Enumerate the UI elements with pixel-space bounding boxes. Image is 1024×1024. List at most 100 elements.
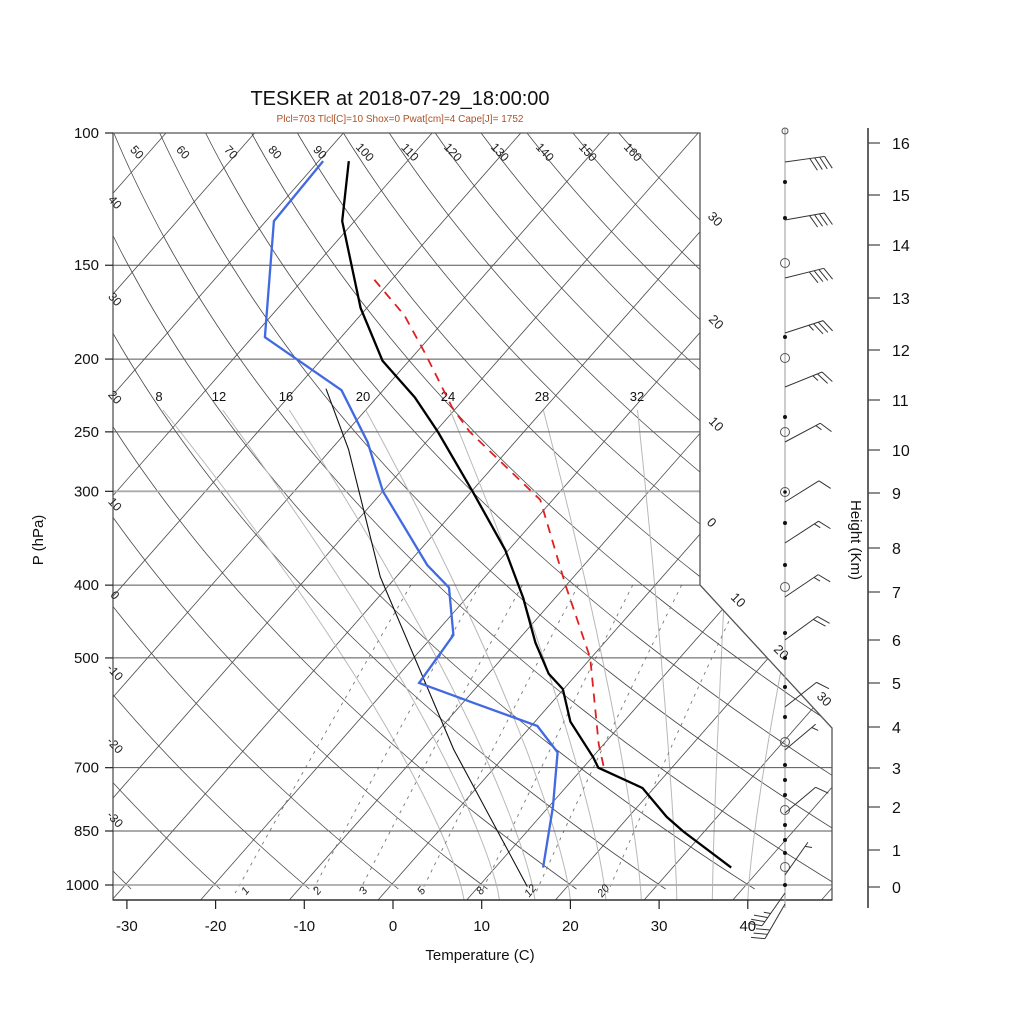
parcel-curve	[370, 275, 605, 766]
height-tick-label: 10	[892, 443, 910, 460]
height-tick-label: 11	[892, 393, 909, 410]
temperature-tick-label: -30	[116, 918, 138, 935]
level-dot	[783, 851, 787, 855]
isotherm-right-label: 0	[704, 515, 720, 531]
level-dot	[783, 521, 787, 525]
level-dot	[783, 656, 787, 660]
dry-adiabat-left-label: 30	[105, 290, 125, 310]
level-dot	[783, 715, 787, 719]
dry-adiabat-top-label: 120	[441, 140, 465, 164]
grid-labels: 50 60 70 80 90 100 110 120 130 140 150 160403020100…	[104, 140, 835, 900]
wind-barb	[784, 841, 813, 876]
dry-adiabat-top-label: 70	[221, 143, 241, 163]
level-circle	[781, 127, 789, 135]
temperature-axis: -30 -20 -10 0 10 20 30 40 Temperature (C)	[113, 899, 832, 964]
height-tick-label: 6	[892, 633, 901, 650]
wind-barb	[784, 616, 830, 641]
moist-adiabat-label: 8	[155, 389, 162, 404]
wind-barb	[784, 320, 833, 335]
height-axis-title: Height (Km)	[847, 500, 864, 580]
isotherm-right-label: 20	[706, 312, 727, 333]
pressure-tick-label: 200	[74, 351, 99, 368]
pressure-axis: 100 150 200 250 300 400 500 700 850 1000 P (hPa)	[30, 125, 113, 894]
level-dot	[783, 563, 787, 567]
moist-adiabat-lines	[162, 409, 832, 900]
temperature-tick-label: 30	[651, 918, 668, 935]
level-dot	[783, 180, 787, 184]
height-tick-label: 4	[892, 720, 901, 737]
level-circle	[780, 805, 790, 815]
dry-adiabat-left-label: -20	[104, 734, 126, 756]
pressure-tick-label: 300	[74, 483, 99, 500]
pressure-tick-label: 150	[74, 257, 99, 274]
height-tick-label: 7	[892, 585, 901, 602]
temperature-curve	[341, 160, 732, 869]
dry-adiabat-left-label: 0	[108, 588, 123, 603]
isobar-lines	[113, 264, 832, 886]
sounding-indices-subtitle: Plcl=703 Tlcl[C]=10 Shox=0 Pwat[cm]=4 Ca…	[276, 114, 524, 125]
temperature-axis-title: Temperature (C)	[425, 947, 534, 964]
pressure-tick-label: 850	[74, 823, 99, 840]
isotherm-diagonal-label: 20	[771, 642, 792, 663]
wind-barb	[784, 267, 834, 284]
level-dot	[783, 631, 787, 635]
moist-adiabat-label: 12	[212, 389, 226, 404]
level-dot	[783, 823, 787, 827]
height-tick-label: 5	[892, 676, 901, 693]
moist-adiabat-label: 28	[535, 389, 549, 404]
height-tick-label: 1	[892, 843, 901, 860]
wind-barb	[784, 155, 833, 171]
wind-barb	[748, 892, 786, 927]
temperature-tick-label: 0	[389, 918, 397, 935]
wind-barb	[784, 681, 830, 708]
level-dot	[783, 685, 787, 689]
level-dot	[783, 793, 787, 797]
dry-adiabat-left-label: 40	[105, 193, 125, 213]
pressure-tick-label: 1000	[66, 877, 99, 894]
temperature-tick-label: 10	[473, 918, 490, 935]
height-tick-label: 3	[892, 761, 901, 778]
temperature-tick-label: -10	[293, 918, 315, 935]
height-tick-label: 16	[892, 136, 910, 153]
dry-adiabat-top-label: 80	[265, 143, 285, 163]
moist-adiabat-label: 16	[279, 389, 293, 404]
height-tick-label: 9	[892, 486, 901, 503]
dry-adiabat-left-label: 10	[105, 495, 125, 515]
wind-barb	[784, 371, 833, 388]
mixing-ratio-label: 8	[474, 884, 488, 897]
mixing-ratio-label: 2	[310, 885, 324, 898]
pressure-tick-label: 700	[74, 760, 99, 777]
pressure-tick-label: 500	[74, 650, 99, 667]
aux-curve	[325, 388, 528, 887]
mixing-ratio-label: 3	[357, 884, 371, 897]
dry-adiabat-top-label: 50	[127, 143, 147, 163]
wind-barb	[784, 212, 833, 228]
dry-adiabat-top-label: 110	[398, 140, 422, 164]
level-circle	[780, 737, 790, 747]
height-tick-label: 2	[892, 800, 901, 817]
level-dot	[783, 415, 787, 419]
dry-adiabat-top-label: 130	[488, 140, 512, 164]
isotherm-diagonal-label: 10	[728, 590, 749, 611]
isotherm-lines	[113, 133, 832, 900]
isotherm-diagonal-label: 30	[814, 689, 835, 710]
wind-barb	[784, 480, 831, 503]
wind-barb	[784, 786, 829, 814]
dry-adiabat-top-label: 100	[353, 140, 377, 164]
pressure-tick-label: 250	[74, 424, 99, 441]
height-tick-label: 8	[892, 541, 901, 558]
level-dot-circle	[783, 490, 787, 494]
dry-adiabat-lines	[113, 133, 832, 890]
dry-adiabat-top-label: 160	[621, 140, 645, 164]
dry-adiabat-left-label: 20	[105, 388, 125, 408]
wind-barb-column	[748, 127, 834, 940]
height-tick-label: 13	[892, 291, 910, 308]
height-tick-label: 12	[892, 343, 910, 360]
pressure-tick-label: 400	[74, 577, 99, 594]
pressure-axis-title: P (hPa)	[30, 515, 47, 566]
level-dot	[783, 763, 787, 767]
level-dot	[783, 838, 787, 842]
mixing-ratio-label: 5	[415, 884, 429, 897]
